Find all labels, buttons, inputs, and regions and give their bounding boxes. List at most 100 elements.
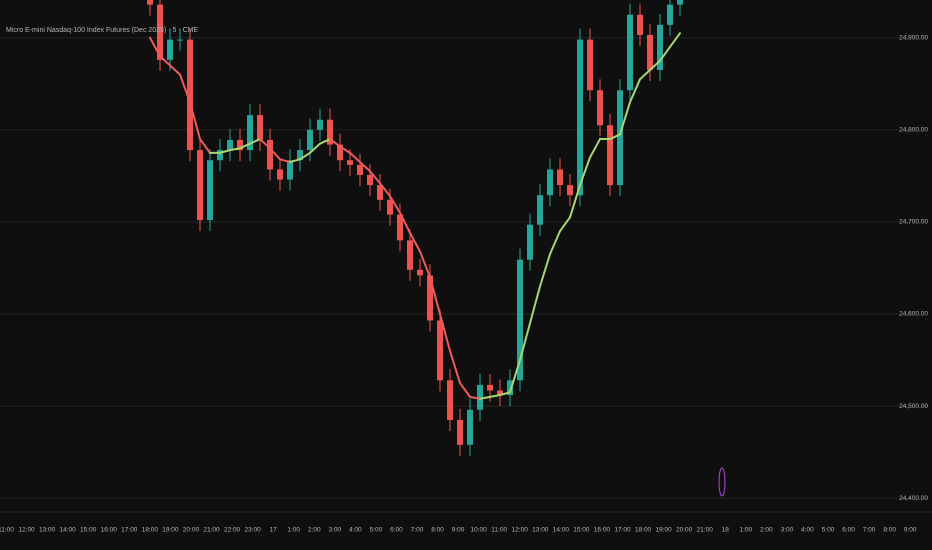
x-tick-label: 11:00	[0, 527, 14, 534]
candle-body	[357, 164, 363, 175]
x-tick-label: 7:00	[863, 527, 876, 534]
x-tick-label: 5:00	[370, 527, 383, 534]
x-tick-label: 5:00	[822, 527, 835, 534]
candle-body	[537, 195, 543, 225]
candle-body	[417, 269, 423, 276]
x-tick-label: 8:00	[883, 527, 896, 534]
x-tick-label: 17	[270, 527, 278, 534]
ma-segment	[629, 78, 641, 104]
candle-body	[597, 90, 603, 126]
x-tick-label: 3:00	[328, 527, 341, 534]
x-tick-label: 9:00	[452, 527, 465, 534]
ma-segment	[319, 138, 331, 145]
candle-body	[157, 4, 163, 60]
candle-body	[607, 125, 613, 186]
ma-segment	[269, 147, 281, 161]
ma-segment	[579, 156, 591, 187]
ma-segment	[389, 195, 401, 214]
candle-body	[387, 199, 393, 215]
ma-segment	[429, 276, 441, 316]
ma-segment	[659, 45, 671, 62]
candle-body	[227, 139, 233, 151]
ma-segment	[159, 55, 171, 67]
y-tick-label: 24,500.00	[899, 403, 928, 410]
candle-body	[587, 39, 593, 91]
candle-body	[167, 39, 173, 60]
ma-segment	[649, 59, 661, 71]
ma-segment	[169, 64, 181, 76]
x-tick-label: 13:00	[532, 527, 549, 534]
ma-segment	[529, 285, 541, 325]
candle-body	[557, 169, 563, 186]
ma-segment	[219, 149, 231, 154]
ma-segment	[239, 142, 251, 150]
event-marker	[718, 467, 726, 497]
candle-body	[507, 380, 513, 396]
candle-body	[377, 185, 383, 200]
ma-segment	[509, 359, 521, 394]
x-tick-label: 11:00	[491, 527, 507, 534]
ma-segment	[539, 253, 551, 288]
x-tick-label: 18:00	[142, 527, 159, 534]
ma-segment	[449, 349, 461, 385]
candle-body	[527, 224, 533, 260]
ma-segment	[549, 230, 561, 256]
x-tick-label: 15:00	[80, 527, 97, 534]
candle-body	[197, 150, 203, 221]
candle-body	[427, 275, 433, 321]
x-tick-label: 2:00	[760, 527, 773, 534]
candle-body	[627, 14, 633, 91]
ma-segment	[229, 147, 241, 152]
candle-body	[277, 169, 283, 180]
ma-segment	[609, 133, 621, 141]
x-tick-label: 1:00	[287, 527, 300, 534]
x-tick-label: 1:00	[739, 527, 752, 534]
ma-segment	[589, 138, 601, 159]
ma-segment	[249, 138, 261, 145]
ma-segment	[669, 32, 681, 48]
ma-segment	[299, 151, 311, 161]
candle-body	[397, 214, 403, 241]
candle-body	[477, 384, 483, 410]
candle-body	[287, 160, 293, 180]
ma-segment	[569, 184, 581, 219]
candle-body	[497, 390, 503, 396]
grid	[0, 37, 910, 499]
ma-segment	[339, 145, 351, 154]
x-tick-label: 20:00	[183, 527, 200, 534]
x-tick-label: 18:00	[635, 527, 652, 534]
x-tick-label: 3:00	[781, 527, 794, 534]
ma-segment	[359, 161, 371, 173]
ma-segment	[399, 211, 411, 234]
x-tick-label: 2:00	[308, 527, 321, 534]
candle-body	[547, 169, 553, 196]
candle-body	[297, 150, 303, 161]
candle-body	[257, 115, 263, 140]
ma-segment	[639, 68, 651, 81]
x-tick-label: 16:00	[101, 527, 118, 534]
ma-segment	[309, 142, 321, 154]
x-tick-label: 10:00	[471, 527, 488, 534]
x-tick-label: 21:00	[203, 527, 220, 534]
x-tick-label: 22:00	[224, 527, 241, 534]
ma-segment	[369, 170, 381, 185]
x-tick-label: 4:00	[801, 527, 814, 534]
candle-body	[577, 39, 583, 196]
candle-body	[177, 39, 183, 41]
ma-segment	[489, 394, 501, 398]
x-tick-label: 21:00	[697, 527, 714, 534]
x-tick-label: 6:00	[390, 527, 403, 534]
x-tick-label: 16:00	[594, 527, 611, 534]
y-tick-label: 24,800.00	[899, 127, 928, 134]
x-tick-label: 23:00	[244, 527, 261, 534]
x-tick-label: 19:00	[162, 527, 179, 534]
candle-body	[217, 150, 223, 161]
y-tick-label: 24,700.00	[899, 219, 928, 226]
x-tick-label: 7:00	[411, 527, 424, 534]
x-tick-label: 20:00	[676, 527, 693, 534]
ma-segment	[559, 216, 571, 233]
candle-body	[307, 129, 313, 151]
y-tick-label: 24,900.00	[899, 34, 928, 41]
